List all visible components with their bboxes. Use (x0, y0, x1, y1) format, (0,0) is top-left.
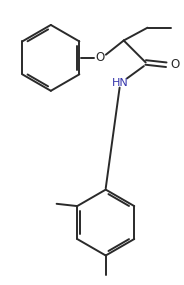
Text: O: O (95, 51, 105, 64)
Text: HN: HN (112, 78, 129, 88)
Text: O: O (171, 58, 180, 71)
